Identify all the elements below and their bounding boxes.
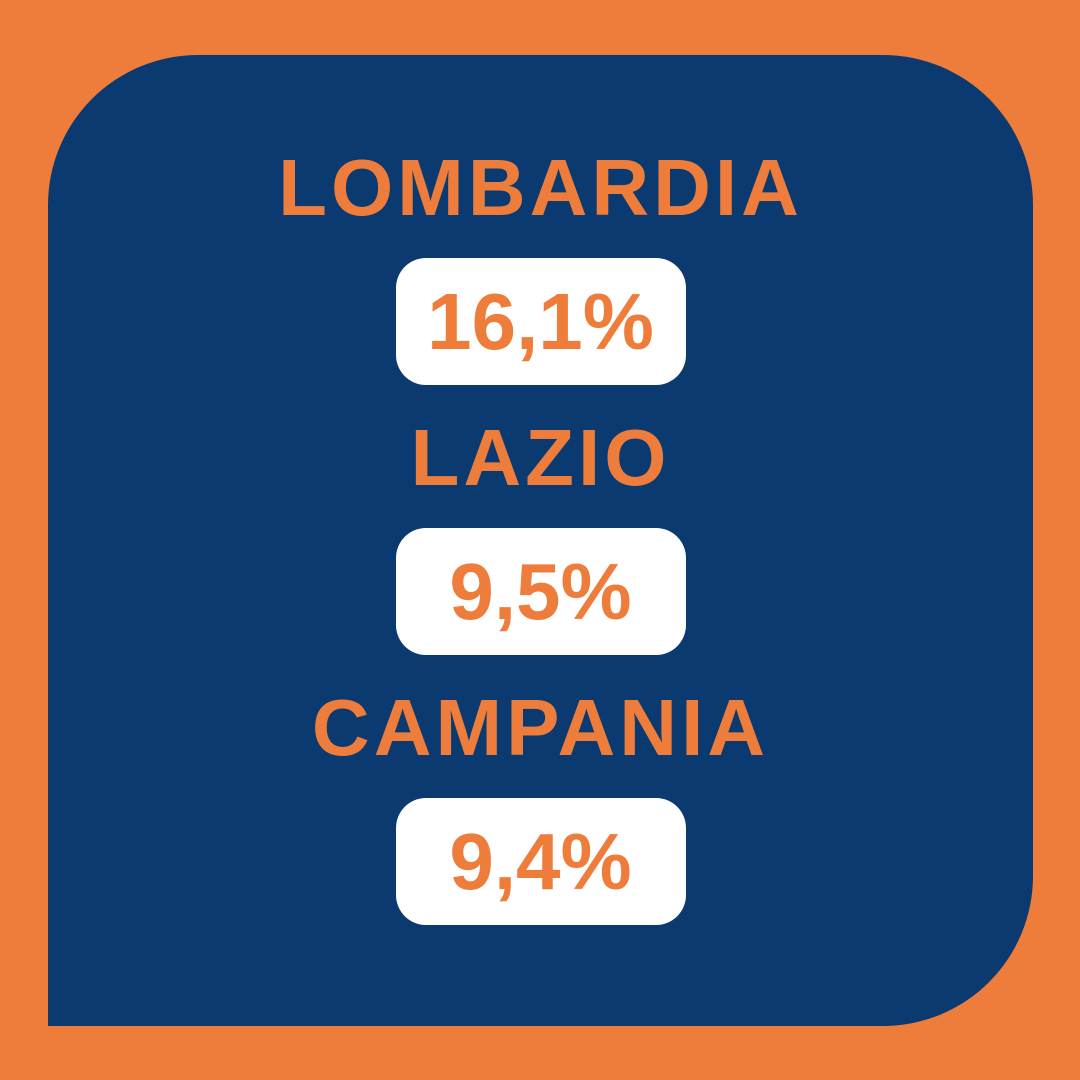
region-label-lazio: LAZIO (410, 413, 671, 502)
region-label-campania: CAMPANIA (311, 683, 770, 772)
blue-panel: LOMBARDIA 16,1% LAZIO 9,5% CAMPANIA 9,4% (48, 55, 1033, 1026)
region-label-lombardia: LOMBARDIA (278, 143, 803, 232)
region-value-lazio: 9,5% (449, 546, 632, 636)
region-value-lombardia: 16,1% (427, 276, 654, 366)
region-value-campania: 9,4% (449, 816, 632, 906)
value-pill-lazio: 9,5% (395, 528, 686, 655)
value-pill-campania: 9,4% (395, 798, 686, 925)
value-pill-lombardia: 16,1% (395, 258, 686, 385)
